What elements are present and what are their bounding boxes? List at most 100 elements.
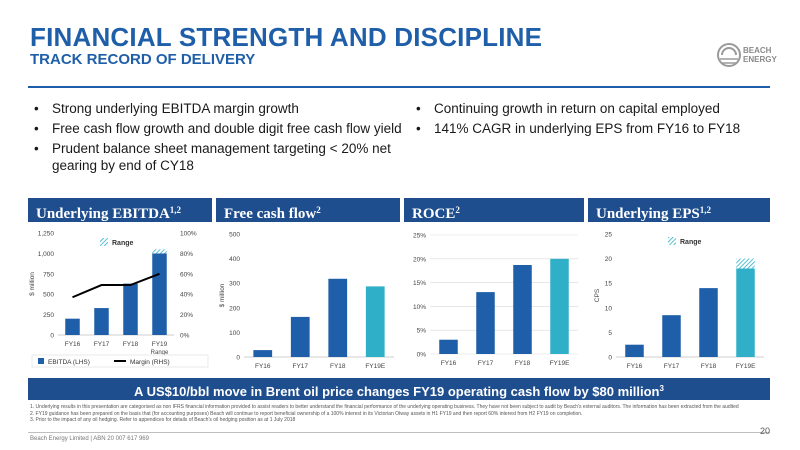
panel-fcf: Free cash flow2 0 100 200 300 400 500 FY16 FY17… (216, 198, 400, 370)
bar-fy17 (662, 315, 681, 357)
x-tick-label: FY17 (94, 341, 110, 348)
y-tick-label: 10% (413, 304, 426, 311)
ebitda-chart: 0 250 500 750 1,000 1,250 FY16 FY17 FY18 FY19 Rang… (29, 231, 209, 368)
panel-sup-eps: 1,2 (699, 205, 712, 215)
footer-company: Beach Energy Limited | ABN 20 007 617 96… (30, 436, 149, 442)
y-tick-label: 10 (605, 305, 613, 312)
bullet-item: Free cash flow growth and double digit f… (30, 120, 402, 137)
bar-fy17 (476, 292, 495, 354)
bar-fy17 (94, 308, 109, 335)
y-tick-label: 0 (236, 355, 240, 362)
bar-fy19 (152, 253, 167, 335)
page-number: 20 (759, 426, 770, 436)
y-tick-label: 500 (229, 232, 240, 239)
y-tick-label: 0 (50, 333, 54, 340)
x-tick-label: FY16 (627, 363, 643, 370)
panel-title-ebitda: Underlying EBITDA (36, 206, 170, 222)
y-tick-label: 400 (229, 256, 240, 263)
beach-energy-logo: BEACH ENERGY (717, 43, 777, 67)
y-tick-label: 25% (413, 233, 426, 240)
panel-sup-fcf: 2 (316, 205, 321, 215)
x-tick-label: FY19E (736, 363, 757, 370)
x-tick-label: FY16 (65, 341, 81, 348)
bar-fy16 (625, 344, 644, 357)
panel-header-fcf: Free cash flow2 (216, 198, 400, 222)
bar-fy16 (65, 318, 80, 335)
bar-fy19e (736, 268, 755, 357)
panel-sup-ebitda: 1,2 (169, 205, 182, 215)
y-tick-label: 250 (43, 312, 54, 319)
y-tick-label: 100 (229, 330, 240, 337)
legend-range-swatch (668, 237, 676, 245)
bullet-item: 141% CAGR in underlying EPS from FY16 to… (412, 120, 772, 137)
x-tick-label: FY17 (292, 363, 308, 370)
panel-title-fcf: Free cash flow (224, 206, 317, 222)
y2-tick-label: 100% (180, 231, 197, 238)
bar-fy18 (699, 288, 718, 357)
bar-fy16 (439, 339, 458, 354)
legend-margin-label: Margin (RHS) (130, 359, 170, 366)
x-tick-label: FY19 (152, 341, 168, 348)
y-axis-label: CPS (594, 288, 601, 302)
panel-header-ebitda: Underlying EBITDA1,2 (28, 198, 212, 222)
y-tick-label: 20% (413, 256, 426, 263)
logo-waves (720, 58, 738, 64)
y-tick-label: 25 (605, 232, 613, 239)
bar-fy19e (365, 286, 385, 357)
y-tick-label: 1,250 (38, 231, 55, 238)
panel-roce: ROCE2 0% 5% 10% 15% 20% 25% FY16 FY17 FY18 FY19E (404, 198, 584, 370)
x-tick-label: FY19E (365, 363, 386, 370)
y-tick-label: 5% (417, 328, 427, 335)
bullet-item: Strong underlying EBITDA margin growth (30, 100, 402, 117)
y2-tick-label: 0% (180, 333, 190, 340)
y-tick-label: 200 (229, 305, 240, 312)
bar-fy18 (328, 278, 348, 357)
margin-line (72, 272, 160, 299)
panel-eps: Underlying EPS1,2 0 5 10 15 20 25 FY16 FY17 FY18… (588, 198, 770, 370)
y-tick-label: 20 (605, 256, 613, 263)
banner-sup: 3 (659, 384, 664, 393)
y-tick-label: 300 (229, 281, 240, 288)
logo-arc (721, 47, 737, 56)
y-tick-label: 750 (43, 271, 54, 278)
footnotes: 1. Underlying results in this presentati… (30, 404, 770, 424)
panel-ebitda: Underlying EBITDA1,2 0 250 500 750 1,000 1,25… (28, 198, 212, 370)
y2-tick-label: 60% (180, 271, 193, 278)
bar-fy18 (123, 283, 138, 335)
bar-fy18 (513, 264, 532, 354)
x-tick-label: FY17 (478, 360, 494, 367)
oil-price-banner: A US$10/bbl move in Brent oil price chan… (28, 378, 770, 400)
footnote-2: 2. FY19 guidance has been prepared on th… (30, 410, 583, 417)
bullet-item: Continuing growth in return on capital e… (412, 100, 772, 117)
y2-tick-label: 80% (180, 251, 193, 258)
y2-tick-label: 40% (180, 292, 193, 299)
bar-fy17 (290, 316, 310, 357)
page-subtitle: TRACK RECORD OF DELIVERY (30, 51, 256, 68)
legend-range-swatch (100, 238, 108, 246)
x-tick-label: FY19E (550, 360, 571, 367)
eps-chart: 0 5 10 15 20 25 FY16 FY17 FY18 FY19E CPS Range (594, 232, 764, 370)
footnote-1: 1. Underlying results in this presentati… (30, 404, 739, 410)
x-tick-label: FY18 (123, 341, 139, 348)
y-tick-label: 1,000 (38, 251, 55, 258)
x-tick-label: FY16 (441, 360, 457, 367)
banner-text: A US$10/bbl move in Brent oil price chan… (134, 384, 660, 399)
panel-title-eps: Underlying EPS (596, 206, 700, 222)
panel-header-eps: Underlying EPS1,2 (588, 198, 770, 222)
y-tick-label: 5 (608, 330, 612, 337)
legend-ebitda-label: EBITDA (LHS) (48, 359, 90, 366)
y-axis-label: $ million (29, 272, 36, 296)
y-tick-label: 0% (417, 352, 427, 359)
y-tick-label: 500 (43, 292, 54, 299)
legend-ebitda-swatch (38, 358, 44, 364)
range-bar-fy19 (152, 249, 167, 254)
panel-sup-roce: 2 (455, 205, 460, 215)
roce-chart: 0% 5% 10% 15% 20% 25% FY16 FY17 FY18 FY19E (413, 233, 578, 367)
x-tick-label: FY18 (701, 363, 717, 370)
footer-divider (28, 432, 770, 433)
x-tick-label: FY16 (255, 363, 271, 370)
y-tick-label: 15 (605, 281, 613, 288)
title-divider (28, 86, 770, 88)
legend-range-label: Range (112, 240, 134, 247)
legend-range-label: Range (680, 239, 702, 246)
